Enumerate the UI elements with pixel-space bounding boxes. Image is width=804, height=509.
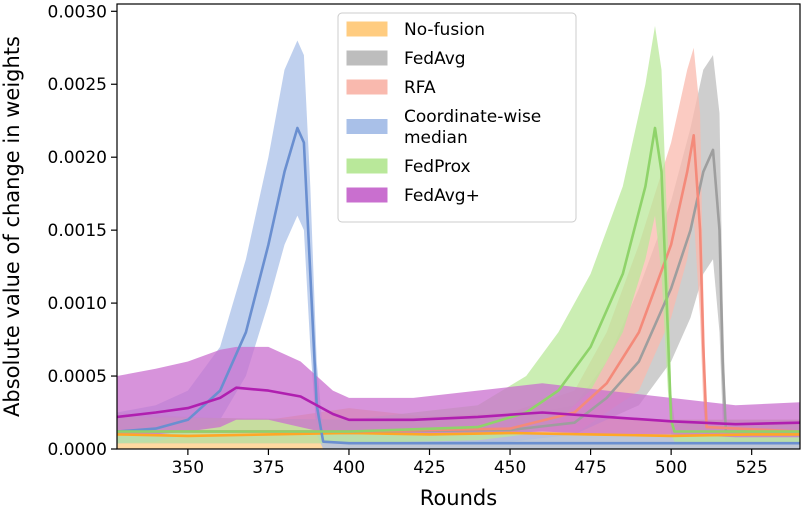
legend: No-fusion FedAvg RFA Coordinate-wise median… [337,12,577,223]
line-no-fusion [117,431,800,438]
legend-box [337,12,577,223]
y-tick-label: 0.0010 [48,294,107,314]
line-fedprox [117,126,800,433]
y-axis-label: Absolute value of change in weights [0,36,24,417]
band-coordinate-wise-median [117,40,800,449]
x-tick-label: 475 [574,458,606,478]
legend-label-no-fusion: No-fusion [404,20,485,40]
legend-label-fedprox: FedProx [404,157,471,177]
legend-swatch-fedprox [346,158,388,174]
band-fedavg [117,346,800,438]
y-tick-label: 0.0020 [48,148,107,168]
legend-label-coordinate-wise-median: median [404,128,468,148]
legend-label-coordinate-wise-median: Coordinate-wise [404,107,541,127]
legend-label-fedavg: FedAvg+ [404,186,480,206]
legend-swatch-fedavg [346,50,388,66]
y-tick-label: 0.0015 [48,221,107,241]
x-tick-label: 375 [252,458,284,478]
line-fedavg [117,386,800,426]
x-axis-label: Rounds [420,486,497,509]
y-tick-label: 0.0030 [48,2,107,22]
y-tick-label: 0.0025 [48,75,107,95]
x-axis: 350 375 400 425 450 475 500 525 [172,449,768,478]
legend-swatch-no-fusion [346,21,388,37]
legend-label-fedavg: FedAvg [404,49,466,69]
legend-swatch-coordinate-wise-median [346,119,388,134]
x-tick-label: 425 [413,458,445,478]
y-tick-label: 0.0005 [48,367,107,387]
plot-frame [116,3,801,450]
legend-swatch-rfa [346,79,388,95]
band-rfa [117,47,800,444]
x-tick-label: 400 [333,458,365,478]
y-tick-label: 0.0000 [48,440,107,460]
x-tick-label: 525 [735,458,767,478]
line-fedavg [117,148,800,433]
legend-label-rfa: RFA [404,78,436,98]
line-rfa [117,134,800,433]
legend-swatch-fedavg [346,187,388,203]
line-coordinate-wise-median [117,126,800,445]
y-axis: 0.0000 0.0005 0.0010 0.0015 0.0020 0.0025 0.00… [48,2,117,460]
line-layer [117,126,800,445]
x-tick-label: 450 [494,458,526,478]
x-tick-label: 350 [172,458,204,478]
x-tick-label: 500 [655,458,687,478]
